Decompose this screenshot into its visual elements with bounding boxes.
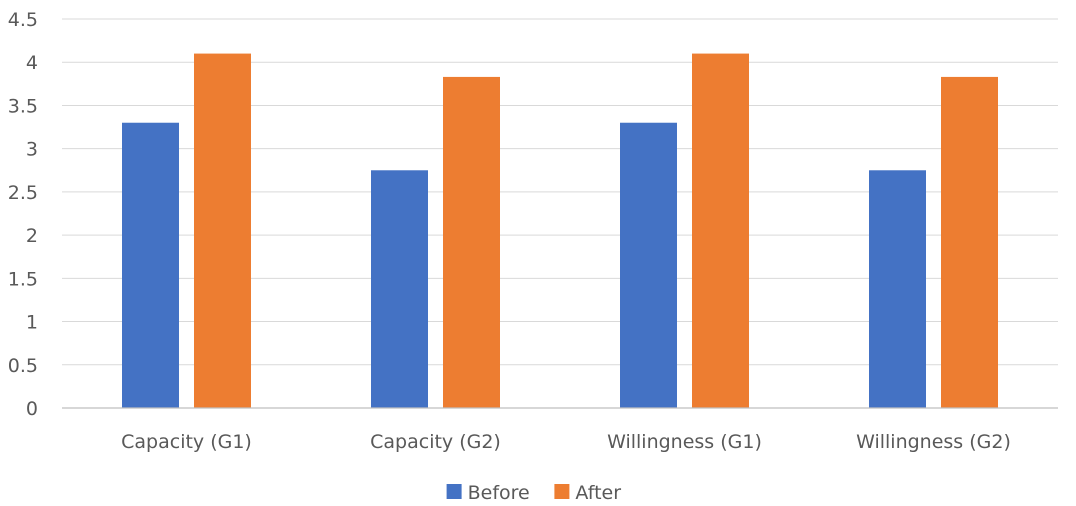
- y-tick-label: 2.5: [8, 182, 38, 204]
- x-axis-ticks: Capacity (G1) Capacity (G2) Willingness (G…: [121, 431, 1011, 453]
- legend: Before After: [446, 482, 621, 504]
- bar-after: [692, 53, 749, 408]
- bar-before: [122, 122, 179, 408]
- bar-before: [869, 170, 926, 408]
- legend-label-before: Before: [468, 482, 530, 504]
- x-tick-label: Capacity (G1): [121, 431, 252, 453]
- y-tick-label: 3: [26, 139, 38, 161]
- bar-before: [371, 170, 428, 408]
- bar-before: [620, 122, 677, 408]
- bar-after: [443, 76, 500, 408]
- y-tick-label: 2: [26, 225, 38, 247]
- y-axis-ticks: 0 0.5 1 1.5 2 2.5 3 3.5 4 4.5: [8, 9, 38, 420]
- legend-swatch-before: [446, 484, 462, 499]
- x-tick-label: Willingness (G1): [607, 431, 762, 453]
- y-tick-label: 4.5: [8, 9, 38, 31]
- bar-after: [194, 53, 251, 408]
- y-tick-label: 3.5: [8, 95, 38, 117]
- y-tick-label: 0.5: [8, 355, 38, 377]
- y-tick-label: 4: [26, 52, 38, 74]
- legend-swatch-after: [554, 484, 570, 499]
- bar-after: [941, 76, 998, 408]
- y-tick-label: 1: [26, 312, 38, 334]
- legend-label-after: After: [575, 482, 621, 504]
- y-tick-label: 0: [26, 398, 38, 420]
- x-tick-label: Capacity (G2): [370, 431, 501, 453]
- bars: [122, 53, 998, 408]
- x-tick-label: Willingness (G2): [856, 431, 1011, 453]
- y-tick-label: 1.5: [8, 268, 38, 290]
